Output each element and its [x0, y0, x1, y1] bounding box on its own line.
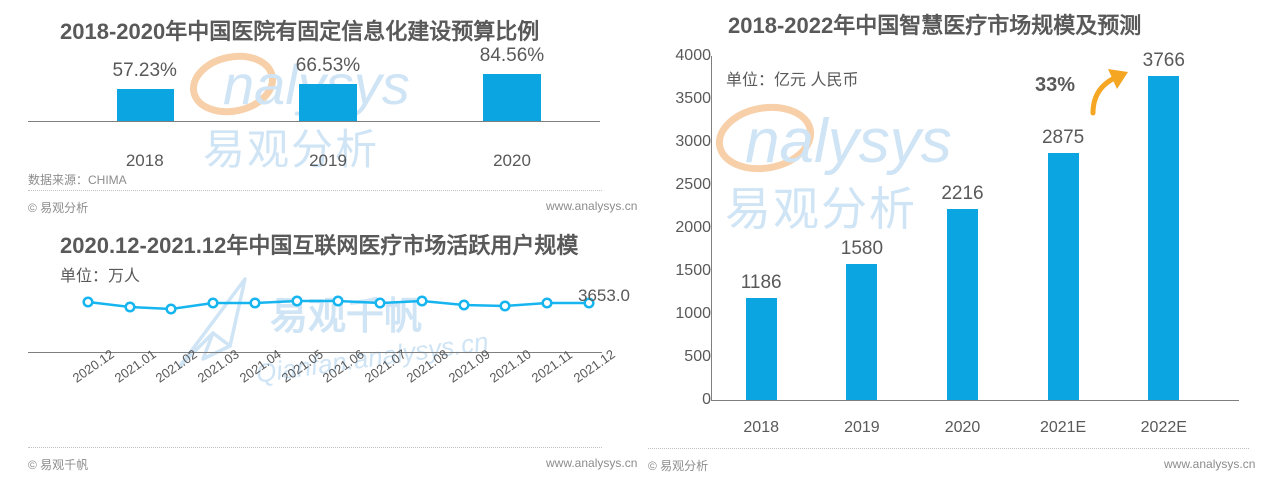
svg-text:易观分析: 易观分析: [725, 183, 917, 235]
svg-text:nalysys: nalysys: [745, 107, 952, 176]
